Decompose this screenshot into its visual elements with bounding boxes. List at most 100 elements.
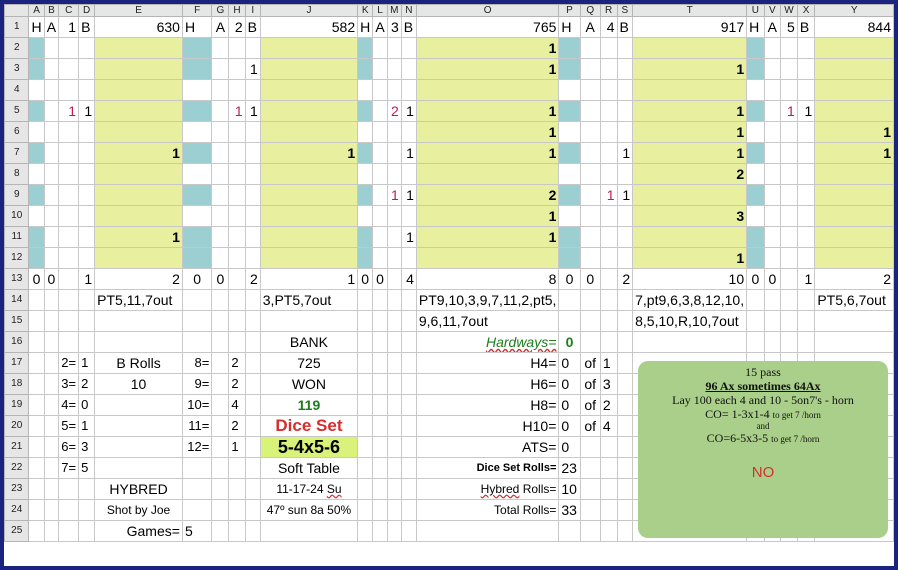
cell-g3[interactable]	[211, 58, 230, 80]
cell-a9[interactable]	[28, 184, 45, 206]
cell-l12[interactable]	[372, 247, 388, 269]
cell-h25[interactable]	[228, 520, 246, 542]
cell-i23[interactable]	[244, 478, 261, 500]
cell-t14[interactable]: 7,pt9,6,3,8,12,10,	[632, 289, 748, 311]
cell-a3[interactable]	[28, 58, 45, 80]
b-rolls-label[interactable]: B Rolls	[94, 352, 183, 374]
cell-e7[interactable]: 1	[94, 142, 183, 164]
cell-l7[interactable]	[372, 142, 388, 164]
cell-l25[interactable]	[372, 520, 388, 542]
cell-c5[interactable]: 1	[58, 100, 80, 122]
cell-v11[interactable]	[763, 226, 782, 248]
cell-e14[interactable]: PT5,11,7out	[94, 289, 183, 311]
roll-10-label[interactable]: 10=	[181, 394, 213, 416]
cell-d16[interactable]	[78, 331, 96, 353]
row-header-25[interactable]: 25	[4, 520, 30, 542]
cell-v7[interactable]	[763, 142, 782, 164]
dice-set-value[interactable]: 5-4x5-6	[259, 436, 359, 458]
cell-g15[interactable]	[211, 310, 230, 332]
cell-b11[interactable]	[43, 226, 60, 248]
cell-c4[interactable]	[58, 79, 80, 101]
roll-9-count[interactable]: 2	[228, 373, 246, 395]
cell-m22[interactable]	[386, 457, 402, 479]
hardways-label[interactable]: Hardways=	[415, 331, 560, 353]
col-header-s[interactable]: S	[616, 4, 634, 17]
cell-l5[interactable]	[372, 100, 388, 122]
cell-i19[interactable]	[244, 394, 261, 416]
cell-d25[interactable]	[78, 520, 96, 542]
col-header-t[interactable]: T	[632, 4, 748, 17]
cell-q3[interactable]	[579, 58, 601, 80]
cell-x10[interactable]	[796, 205, 816, 227]
cell-m16[interactable]	[386, 331, 402, 353]
cell-y16[interactable]	[814, 331, 894, 353]
col-header-r[interactable]: R	[599, 4, 618, 17]
cell-i12[interactable]	[244, 247, 261, 269]
cell-a21[interactable]	[28, 436, 45, 458]
cell-g7[interactable]	[211, 142, 230, 164]
cell-l23[interactable]	[372, 478, 388, 500]
cell-i13[interactable]: 2	[244, 268, 261, 290]
cell-e8[interactable]	[94, 163, 183, 185]
cell-n11[interactable]: 1	[400, 226, 417, 248]
cell-w15[interactable]	[780, 310, 798, 332]
cell-y2[interactable]	[814, 37, 894, 59]
cell-t13[interactable]: 10	[632, 268, 748, 290]
cell-s6[interactable]	[616, 121, 634, 143]
row-header-8[interactable]: 8	[4, 163, 30, 185]
cell-s21[interactable]	[616, 436, 634, 458]
hybred-rolls-label[interactable]: Hybred Rolls=	[415, 478, 560, 500]
cell-e21[interactable]	[94, 436, 183, 458]
cell-k3[interactable]	[357, 58, 374, 80]
cell-m6[interactable]	[386, 121, 402, 143]
cell-b17[interactable]	[43, 352, 60, 374]
cell-h22[interactable]	[228, 457, 246, 479]
cell-j7[interactable]: 1	[259, 142, 359, 164]
col-header-c[interactable]: C	[58, 4, 80, 17]
cell-k17[interactable]	[357, 352, 374, 374]
cell-p3[interactable]	[558, 58, 581, 80]
cell-y3[interactable]	[814, 58, 894, 80]
cell-q7[interactable]	[579, 142, 601, 164]
cell-q8[interactable]	[579, 163, 601, 185]
cell-p5[interactable]	[558, 100, 581, 122]
cell-m8[interactable]	[386, 163, 402, 185]
cell-n12[interactable]	[400, 247, 417, 269]
cell-d13[interactable]: 1	[78, 268, 96, 290]
h6-total[interactable]: 3	[599, 373, 618, 395]
cell-k25[interactable]	[357, 520, 374, 542]
cell-w2[interactable]	[780, 37, 798, 59]
cell-n2[interactable]	[400, 37, 417, 59]
cell-e16[interactable]	[94, 331, 183, 353]
roll-6-count[interactable]: 3	[78, 436, 96, 458]
roll-8-count[interactable]: 2	[228, 352, 246, 374]
cell-x11[interactable]	[796, 226, 816, 248]
cell-f6[interactable]	[181, 121, 213, 143]
row-header-2[interactable]: 2	[4, 37, 30, 59]
cell-o2[interactable]: 1	[415, 37, 560, 59]
row-header-15[interactable]: 15	[4, 310, 30, 332]
cell-i7[interactable]	[244, 142, 261, 164]
bank-label[interactable]: BANK	[259, 331, 359, 353]
cell-s11[interactable]	[616, 226, 634, 248]
cell-r24[interactable]	[599, 499, 618, 521]
cell-x15[interactable]	[796, 310, 816, 332]
cell-w9[interactable]	[780, 184, 798, 206]
cell-u11[interactable]	[746, 226, 765, 248]
cell-q12[interactable]	[579, 247, 601, 269]
cell-s8[interactable]	[616, 163, 634, 185]
cell-o4[interactable]	[415, 79, 560, 101]
cell-x3[interactable]	[796, 58, 816, 80]
cell-u14[interactable]	[746, 289, 765, 311]
cell-i22[interactable]	[244, 457, 261, 479]
cell-x16[interactable]	[796, 331, 816, 353]
cell-l24[interactable]	[372, 499, 388, 521]
cell-r12[interactable]	[599, 247, 618, 269]
cell-b7[interactable]	[43, 142, 60, 164]
cell-h11[interactable]	[228, 226, 246, 248]
cell-y5[interactable]	[814, 100, 894, 122]
cell-r16[interactable]	[599, 331, 618, 353]
cell-y4[interactable]	[814, 79, 894, 101]
cell-g8[interactable]	[211, 163, 230, 185]
cell-g6[interactable]	[211, 121, 230, 143]
